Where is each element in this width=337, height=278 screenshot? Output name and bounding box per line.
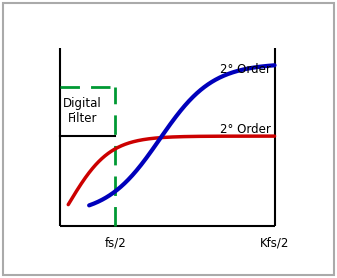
Text: 2° Order: 2° Order — [220, 123, 271, 136]
Text: Kfs/2: Kfs/2 — [260, 237, 289, 250]
Text: fs/2: fs/2 — [104, 237, 126, 250]
Text: Digital
Filter: Digital Filter — [63, 98, 102, 125]
Text: 2° Order: 2° Order — [220, 63, 271, 76]
